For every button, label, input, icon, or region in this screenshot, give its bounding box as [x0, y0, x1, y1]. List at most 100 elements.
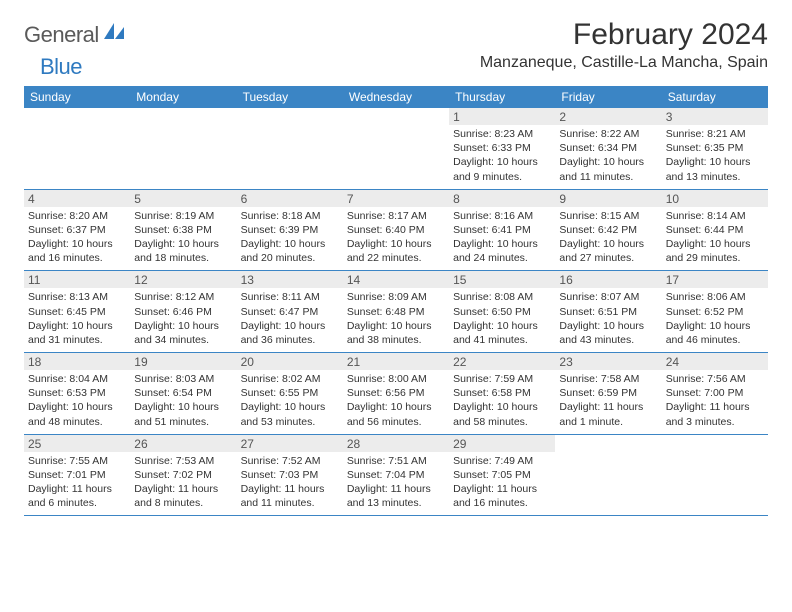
week-row: 4Sunrise: 8:20 AMSunset: 6:37 PMDaylight…: [24, 190, 768, 272]
empty-day-cell: [343, 108, 449, 189]
day-number-bar: 3: [662, 108, 768, 125]
logo-sail-icon: [104, 23, 126, 46]
day-number: 27: [241, 437, 339, 451]
day-details: Sunrise: 8:11 AMSunset: 6:47 PMDaylight:…: [241, 290, 339, 347]
dow-cell: Thursday: [449, 86, 555, 108]
location-label: Manzaneque, Castille-La Mancha, Spain: [480, 54, 768, 72]
day-cell: 21 Sunrise: 8:00 AMSunset: 6:56 PMDayligh…: [343, 353, 449, 434]
day-number: 11: [28, 273, 126, 287]
empty-day-cell: [130, 108, 236, 189]
day-number-bar: 16: [555, 271, 661, 288]
day-number-bar: 28: [343, 435, 449, 452]
day-number-bar: 17: [662, 271, 768, 288]
day-number: 18: [28, 355, 126, 369]
day-number: 22: [453, 355, 551, 369]
dow-cell: Friday: [555, 86, 661, 108]
day-number: 9: [559, 192, 657, 206]
day-number-bar: 13: [237, 271, 343, 288]
day-number: 26: [134, 437, 232, 451]
day-details: Sunrise: 8:17 AMSunset: 6:40 PMDaylight:…: [347, 209, 445, 266]
title-area: February 2024 Manzaneque, Castille-La Ma…: [480, 18, 768, 72]
day-number: 19: [134, 355, 232, 369]
day-number-bar: 20: [237, 353, 343, 370]
empty-day-cell: [24, 108, 130, 189]
calendar-page: General February 2024 Manzaneque, Castil…: [0, 0, 792, 516]
day-cell: 5 Sunrise: 8:19 AMSunset: 6:38 PMDaylight…: [130, 190, 236, 271]
day-number-bar: 25: [24, 435, 130, 452]
day-number-bar: 23: [555, 353, 661, 370]
week-row: 1Sunrise: 8:23 AMSunset: 6:33 PMDaylight…: [24, 108, 768, 190]
week-row: 11 Sunrise: 8:13 AMSunset: 6:45 PMDayligh…: [24, 271, 768, 353]
day-details: Sunrise: 7:49 AMSunset: 7:05 PMDaylight:…: [453, 454, 551, 511]
day-number-bar: 14: [343, 271, 449, 288]
day-number-bar: 29: [449, 435, 555, 452]
week-row: 18Sunrise: 8:04 AMSunset: 6:53 PMDayligh…: [24, 353, 768, 435]
day-number: 23: [559, 355, 657, 369]
day-number: 15: [453, 273, 551, 287]
day-number-bar: 1: [449, 108, 555, 125]
day-cell: 25Sunrise: 7:55 AMSunset: 7:01 PMDayligh…: [24, 435, 130, 516]
day-number-bar: 21: [343, 353, 449, 370]
dow-cell: Monday: [130, 86, 236, 108]
day-number: 20: [241, 355, 339, 369]
day-cell: 3Sunrise: 8:21 AMSunset: 6:35 PMDaylight…: [662, 108, 768, 189]
day-details: Sunrise: 7:59 AMSunset: 6:58 PMDaylight:…: [453, 372, 551, 429]
day-number: 29: [453, 437, 551, 451]
day-cell: 8Sunrise: 8:16 AMSunset: 6:41 PMDaylight…: [449, 190, 555, 271]
day-cell: 15Sunrise: 8:08 AMSunset: 6:50 PMDayligh…: [449, 271, 555, 352]
day-details: Sunrise: 7:53 AMSunset: 7:02 PMDaylight:…: [134, 454, 232, 511]
day-details: Sunrise: 8:12 AMSunset: 6:46 PMDaylight:…: [134, 290, 232, 347]
day-details: Sunrise: 7:58 AMSunset: 6:59 PMDaylight:…: [559, 372, 657, 429]
day-number: 6: [241, 192, 339, 206]
month-title: February 2024: [480, 18, 768, 52]
day-cell: 12 Sunrise: 8:12 AMSunset: 6:46 PMDayligh…: [130, 271, 236, 352]
empty-day-cell: [555, 435, 661, 516]
day-cell: 6Sunrise: 8:18 AMSunset: 6:39 PMDaylight…: [237, 190, 343, 271]
day-details: Sunrise: 8:22 AMSunset: 6:34 PMDaylight:…: [559, 127, 657, 184]
day-number: 3: [666, 110, 764, 124]
calendar-grid: SundayMondayTuesdayWednesdayThursdayFrid…: [24, 86, 768, 516]
day-number-bar: 4: [24, 190, 130, 207]
day-cell: 18Sunrise: 8:04 AMSunset: 6:53 PMDayligh…: [24, 353, 130, 434]
day-details: Sunrise: 8:19 AMSunset: 6:38 PMDaylight:…: [134, 209, 232, 266]
day-details: Sunrise: 8:09 AMSunset: 6:48 PMDaylight:…: [347, 290, 445, 347]
day-cell: 29 Sunrise: 7:49 AMSunset: 7:05 PMDayligh…: [449, 435, 555, 516]
day-details: Sunrise: 8:03 AMSunset: 6:54 PMDaylight:…: [134, 372, 232, 429]
day-number-bar: 18: [24, 353, 130, 370]
day-number-bar: 10: [662, 190, 768, 207]
day-of-week-header: SundayMondayTuesdayWednesdayThursdayFrid…: [24, 86, 768, 108]
day-cell: 26 Sunrise: 7:53 AMSunset: 7:02 PMDayligh…: [130, 435, 236, 516]
day-details: Sunrise: 7:51 AMSunset: 7:04 PMDaylight:…: [347, 454, 445, 511]
dow-cell: Saturday: [662, 86, 768, 108]
day-number: 10: [666, 192, 764, 206]
logo: General: [24, 22, 128, 48]
day-cell: 20 Sunrise: 8:02 AMSunset: 6:55 PMDayligh…: [237, 353, 343, 434]
day-number: 4: [28, 192, 126, 206]
day-number: 12: [134, 273, 232, 287]
day-details: Sunrise: 8:02 AMSunset: 6:55 PMDaylight:…: [241, 372, 339, 429]
day-number: 28: [347, 437, 445, 451]
day-number-bar: 11: [24, 271, 130, 288]
day-details: Sunrise: 8:13 AMSunset: 6:45 PMDaylight:…: [28, 290, 126, 347]
day-cell: 28 Sunrise: 7:51 AMSunset: 7:04 PMDayligh…: [343, 435, 449, 516]
day-cell: 17 Sunrise: 8:06 AMSunset: 6:52 PMDayligh…: [662, 271, 768, 352]
day-number-bar: 5: [130, 190, 236, 207]
day-cell: 2 Sunrise: 8:22 AMSunset: 6:34 PMDaylight…: [555, 108, 661, 189]
day-details: Sunrise: 8:00 AMSunset: 6:56 PMDaylight:…: [347, 372, 445, 429]
day-details: Sunrise: 8:07 AMSunset: 6:51 PMDaylight:…: [559, 290, 657, 347]
day-cell: 11 Sunrise: 8:13 AMSunset: 6:45 PMDayligh…: [24, 271, 130, 352]
dow-cell: Tuesday: [237, 86, 343, 108]
day-details: Sunrise: 8:15 AMSunset: 6:42 PMDaylight:…: [559, 209, 657, 266]
day-details: Sunrise: 8:06 AMSunset: 6:52 PMDaylight:…: [666, 290, 764, 347]
day-number-bar: 15: [449, 271, 555, 288]
day-number-bar: 12: [130, 271, 236, 288]
day-number: 2: [559, 110, 657, 124]
day-number: 5: [134, 192, 232, 206]
day-number-bar: 26: [130, 435, 236, 452]
day-details: Sunrise: 7:52 AMSunset: 7:03 PMDaylight:…: [241, 454, 339, 511]
day-number-bar: 7: [343, 190, 449, 207]
day-number-bar: 8: [449, 190, 555, 207]
day-cell: 23 Sunrise: 7:58 AMSunset: 6:59 PMDayligh…: [555, 353, 661, 434]
day-cell: 1Sunrise: 8:23 AMSunset: 6:33 PMDaylight…: [449, 108, 555, 189]
day-details: Sunrise: 7:56 AMSunset: 7:00 PMDaylight:…: [666, 372, 764, 429]
